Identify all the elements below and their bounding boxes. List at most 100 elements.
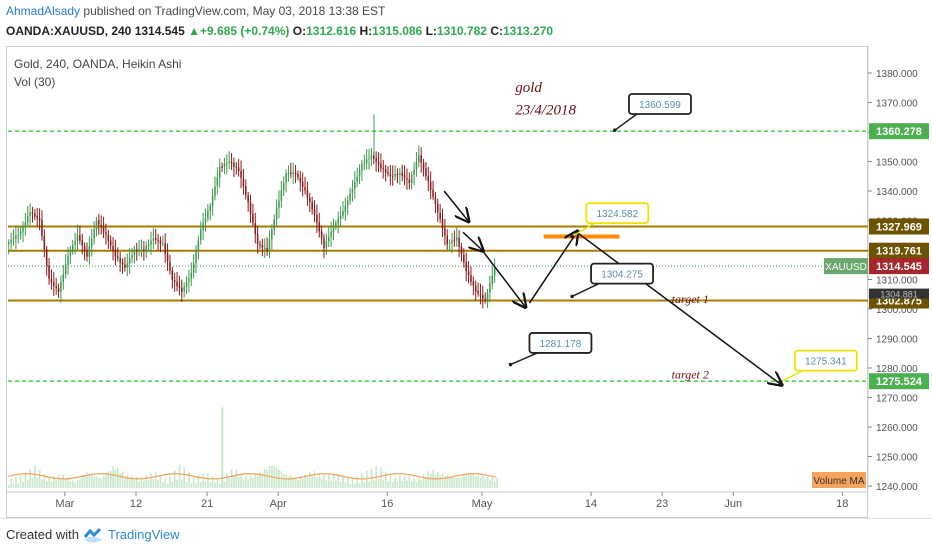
volume-bar xyxy=(382,480,384,488)
volume-bar xyxy=(456,478,458,488)
candle-body xyxy=(281,190,283,200)
chart-annotation: target 2 xyxy=(672,367,709,381)
volume-bar xyxy=(468,473,470,488)
volume-bar xyxy=(489,480,491,488)
volume-bar xyxy=(309,472,311,488)
volume-bar xyxy=(297,480,299,488)
x-tick-label: 18 xyxy=(836,498,848,510)
candle-body xyxy=(404,175,406,177)
x-tick-label: May xyxy=(472,498,493,510)
volume-bar xyxy=(105,475,107,488)
volume-bar xyxy=(477,474,479,488)
candle-body xyxy=(122,262,124,264)
candle-body xyxy=(174,280,176,282)
candle-body xyxy=(183,287,185,292)
candle-body xyxy=(91,239,93,246)
candle-body xyxy=(20,232,22,235)
candle-body xyxy=(27,216,29,222)
candle-body xyxy=(143,249,145,250)
volume-bar xyxy=(290,476,292,488)
volume-bar xyxy=(318,473,320,488)
candle-body xyxy=(191,273,193,279)
candle-body xyxy=(283,183,285,191)
candle-body xyxy=(335,223,337,225)
candle-body xyxy=(366,159,368,163)
candle-body xyxy=(311,202,313,209)
candle-body xyxy=(245,186,247,195)
candle-body xyxy=(250,202,252,214)
candle-body xyxy=(217,178,219,186)
candle-body xyxy=(221,167,223,168)
price-callout-text: 1281.178 xyxy=(540,339,582,350)
candle-body xyxy=(44,236,46,249)
candle-body xyxy=(473,282,475,286)
candle-body xyxy=(458,238,460,247)
volume-bar xyxy=(345,483,347,488)
x-tick-label: 14 xyxy=(585,498,597,510)
volume-bar xyxy=(41,479,43,488)
candle-body xyxy=(300,177,302,182)
x-tick-label: 23 xyxy=(656,498,668,510)
volume-bar xyxy=(406,481,408,488)
volume-bar xyxy=(160,475,162,488)
volume-bar xyxy=(392,482,394,488)
volume-bar xyxy=(34,466,36,488)
volume-bar xyxy=(295,478,297,488)
volume-bar xyxy=(157,481,159,488)
volume-bar xyxy=(217,479,219,488)
volume-bar xyxy=(29,469,31,488)
callout-pointer xyxy=(781,371,803,382)
price-chart[interactable]: 1240.000 1250.000 1260.000 1270.000 1280.000… xyxy=(0,0,932,518)
candle-body xyxy=(17,235,19,236)
volume-bar xyxy=(183,467,185,488)
candle-body xyxy=(25,222,27,227)
volume-bar xyxy=(413,478,415,488)
volume-bar xyxy=(150,473,152,488)
created-with-text: Created with xyxy=(6,527,79,542)
candle-body xyxy=(451,241,453,244)
candle-body xyxy=(292,173,294,175)
candle-body xyxy=(74,241,76,245)
volume-bar xyxy=(127,475,129,488)
tradingview-brand[interactable]: TradingView xyxy=(108,527,180,542)
candle-body xyxy=(195,251,197,263)
candle-body xyxy=(148,245,150,246)
volume-bar xyxy=(335,481,337,488)
volume-bar xyxy=(442,474,444,488)
candle-body xyxy=(342,211,344,216)
level-price-text: 1327.969 xyxy=(876,221,922,233)
volume-bar xyxy=(13,484,15,488)
callout-pointer xyxy=(510,353,537,365)
volume-bar xyxy=(326,480,328,488)
candle-body xyxy=(371,155,373,158)
volume-bar xyxy=(285,475,287,488)
volume-spike-bar xyxy=(221,407,223,488)
volume-bar xyxy=(496,478,498,488)
candle-body xyxy=(29,212,31,216)
candle-body xyxy=(70,251,72,255)
volume-bar xyxy=(451,477,453,488)
volume-bar xyxy=(328,475,330,488)
candle-body xyxy=(328,237,330,241)
last-price-text: 1314.545 xyxy=(876,261,922,273)
volume-bar xyxy=(257,476,259,488)
candle-body xyxy=(240,171,242,178)
callout-anchor xyxy=(570,235,574,239)
candle-body xyxy=(385,169,387,172)
volume-bar xyxy=(349,484,351,488)
candle-body xyxy=(186,282,188,287)
volume-bar xyxy=(420,480,422,488)
candle-body xyxy=(198,241,200,252)
volume-bar xyxy=(449,477,451,488)
volume-bar xyxy=(91,474,93,488)
candle-body xyxy=(380,164,382,168)
x-tick-label: 16 xyxy=(381,498,393,510)
volume-bar xyxy=(72,481,74,488)
volume-bar xyxy=(129,479,131,488)
candle-body xyxy=(401,173,403,176)
volume-bar xyxy=(110,471,112,488)
candle-body xyxy=(48,265,50,279)
footer: Created with TradingView xyxy=(0,518,932,551)
volume-bar xyxy=(243,479,245,488)
volume-bar xyxy=(461,477,463,488)
